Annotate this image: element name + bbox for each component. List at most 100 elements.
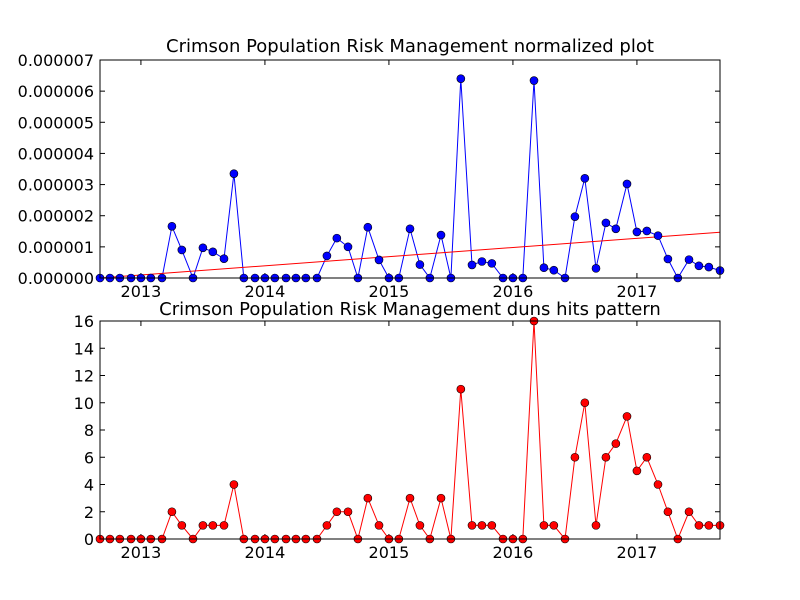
normalized-plot-point (611, 224, 621, 234)
normalized-plot-point (436, 230, 446, 240)
normalized-plot-point (570, 212, 580, 221)
normalized-plot-x-ticks: 2013 2014 2015 2016 2017 (121, 60, 658, 301)
duns-hits-point (663, 507, 673, 517)
duns-hits-point (684, 507, 694, 517)
normalized-plot-point (487, 259, 497, 268)
duns-hits-point (601, 452, 611, 462)
duns-hits-point (549, 521, 559, 530)
duns-hits-line (100, 320, 720, 541)
normalized-plot-x-tick-label: 2017 (617, 282, 658, 301)
normalized-plot-y-tick-label: 0.000005 (18, 113, 94, 132)
duns-hits-y-tick-label: 10 (74, 394, 94, 413)
duns-hits-point (622, 412, 632, 421)
duns-hits-x-tick-label: 2015 (369, 543, 410, 562)
duns-hits-title: Crimson Population Risk Management duns … (159, 299, 661, 320)
duns-hits-point (487, 521, 497, 530)
duns-hits-point (632, 466, 642, 476)
duns-hits-y-tick-label: 16 (74, 312, 94, 331)
duns-hits-x-tick-label: 2016 (493, 543, 534, 562)
duns-hits-point (198, 521, 208, 530)
normalized-plot-point (591, 264, 601, 273)
duns-hits-axes-frame (99, 320, 721, 540)
normalized-plot-point (653, 231, 663, 240)
normalized-plot-point (229, 169, 239, 178)
normalized-plot-point (363, 222, 373, 232)
normalized-plot-point (467, 260, 477, 270)
normalized-plot-point (456, 74, 466, 83)
duns-hits-point (415, 521, 425, 530)
duns-hits-point (642, 452, 652, 462)
duns-hits-point (591, 521, 601, 530)
duns-hits-y-tick-label: 6 (84, 448, 94, 467)
normalized-plot-point (322, 251, 332, 261)
normalized-plot-panel: Crimson Population Risk Management norma… (18, 36, 725, 301)
duns-hits-point (332, 507, 342, 517)
normalized-plot-x-tick-label: 2014 (245, 282, 286, 301)
duns-hits-y-tick-label: 0 (84, 530, 94, 549)
duns-hits-x-tick-label: 2013 (121, 543, 162, 562)
normalized-plot-point (704, 262, 714, 272)
duns-hits-point (704, 521, 714, 530)
normalized-plot-x-tick-label: 2013 (121, 282, 162, 301)
normalized-plot-point (663, 254, 673, 264)
duns-hits-point (177, 521, 187, 530)
duns-hits-point (374, 521, 384, 530)
duns-hits-point (229, 480, 239, 489)
normalized-plot-title: Crimson Population Risk Management norma… (166, 36, 654, 57)
duns-hits-point (694, 521, 704, 530)
normalized-plot-y-tick-label: 0.000004 (18, 144, 94, 163)
normalized-plot-y-tick-label: 0.000003 (18, 176, 94, 195)
duns-hits-point (456, 384, 466, 394)
normalized-plot-point (219, 254, 229, 263)
duns-hits-y-tick-label: 8 (84, 421, 94, 440)
duns-hits-point (570, 452, 580, 462)
duns-hits-point (436, 493, 446, 503)
duns-hits-point (322, 521, 332, 530)
duns-hits-x-tick-label: 2014 (245, 543, 286, 562)
duns-hits-point (405, 493, 415, 503)
duns-hits-y-tick-label: 4 (84, 476, 94, 495)
duns-hits-point (467, 521, 477, 530)
duns-hits-y-tick-label: 2 (84, 503, 94, 522)
duns-hits-panel: Crimson Population Risk Management duns … (74, 299, 725, 562)
duns-hits-point (611, 439, 621, 448)
duns-hits-point (363, 493, 373, 503)
normalized-plot-point (332, 233, 342, 243)
duns-hits-point (653, 480, 663, 489)
duns-hits-point (539, 521, 549, 530)
normalized-plot-point (208, 247, 218, 257)
duns-hits-point (343, 507, 353, 517)
duns-hits-y-tick-label: 12 (74, 367, 94, 386)
normalized-plot-point (405, 224, 415, 234)
normalized-plot-y-tick-label: 0.000006 (18, 82, 94, 101)
normalized-plot-point (539, 263, 549, 273)
normalized-plot-point (198, 243, 208, 253)
normalized-plot-point (632, 227, 642, 237)
normalized-plot-y-ticks: 0.000000 0.000001 0.000002 0.000003 0.000004… (18, 51, 720, 288)
duns-hits-point (219, 521, 229, 530)
normalized-plot-series (95, 74, 725, 283)
normalized-plot-point (642, 226, 652, 236)
normalized-plot-point (343, 242, 353, 252)
normalized-plot-y-tick-label: 0.000000 (18, 269, 94, 288)
normalized-plot-line (100, 78, 721, 280)
normalized-plot-x-tick-label: 2015 (369, 282, 410, 301)
normalized-plot-point (694, 261, 704, 271)
duns-hits-x-ticks: 2013 2014 2015 2016 2017 (121, 321, 658, 562)
duns-hits-x-tick-label: 2017 (617, 543, 658, 562)
normalized-plot-point (177, 245, 187, 255)
duns-hits-point (167, 507, 177, 517)
normalized-plot-trend-line (99, 231, 721, 279)
normalized-plot-y-tick-label: 0.000002 (18, 207, 94, 226)
normalized-plot-y-tick-label: 0.000001 (18, 238, 94, 257)
normalized-plot-point (529, 76, 539, 85)
normalized-plot-point (374, 255, 384, 265)
normalized-plot-point (549, 265, 559, 275)
duns-hits-point (477, 521, 487, 530)
normalized-plot-axes-frame (99, 59, 721, 279)
duns-hits-point (208, 521, 218, 530)
normalized-plot-y-tick-label: 0.000007 (18, 51, 94, 70)
normalized-plot-point (167, 222, 177, 231)
normalized-plot-x-tick-label: 2016 (493, 282, 534, 301)
